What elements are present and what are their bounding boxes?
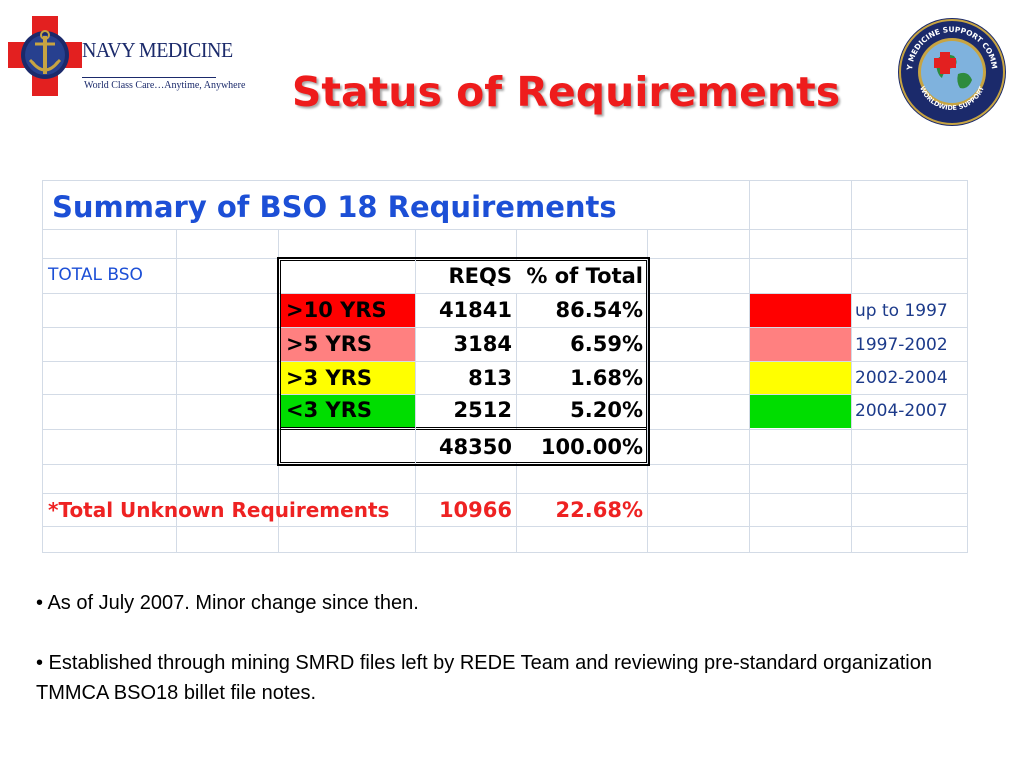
row-label: <3 YRS [286,398,373,422]
unknown-pct: 22.68% [555,498,643,522]
grid-line [749,180,750,553]
logo-name: NAVY MEDICINE [82,38,233,62]
grid-line [415,260,416,463]
legend-label: up to 1997 [855,301,948,321]
sheet-title-cell [44,181,749,229]
legend-swatch [750,362,851,394]
grid-line [42,229,968,230]
grid-line [42,293,968,294]
row-pct: 6.59% [570,332,643,356]
navy-medicine-logo: NAVY MEDICINE World Class Care…Anytime, … [8,16,245,96]
row-reqs: 41841 [438,298,512,322]
legend-label: 2004-2007 [855,401,948,421]
unknown-label: *Total Unknown Requirements [48,498,390,522]
page-title: Status of Requirements [291,68,841,116]
total-bso-label: TOTAL BSO [48,265,143,285]
grid-line [42,493,968,494]
logo-divider [82,77,216,78]
seal-icon: NAVY MEDICINE SUPPORT COMMAND WORLDWIDE … [893,9,1006,126]
row-color-fill [280,294,415,327]
row-color-fill [280,395,415,428]
column-header-reqs: REQS [448,264,513,288]
support-command-seal: NAVY MEDICINE SUPPORT COMMAND WORLDWIDE … [893,9,1008,128]
notes-section: • As of July 2007. Minor change since th… [36,588,976,708]
column-header-pct: % of Total [526,264,643,288]
note-item: • Established through mining SMRD files … [36,652,932,704]
row-label: >10 YRS [286,298,387,322]
row-pct: 86.54% [555,298,643,322]
grid-line [42,361,968,362]
legend-label: 1997-2002 [855,335,948,355]
grid-line [42,394,968,395]
legend-swatch [750,328,851,361]
sheet-frame [42,180,968,553]
grid-line [42,327,968,328]
row-reqs: 2512 [453,398,512,422]
grid-line [647,180,648,553]
grid-line [516,180,517,553]
total-row-bg [280,430,647,463]
row-color-fill [280,328,415,361]
row-color-fill [280,362,415,394]
grid-line [42,526,968,527]
logo-tagline: World Class Care…Anytime, Anywhere [84,80,246,91]
row-label: >5 YRS [286,332,373,356]
summary-table-border [277,257,650,466]
grid-line [176,180,177,553]
row-pct: 1.68% [570,366,643,390]
legend-swatch [750,294,851,327]
unknown-reqs: 10966 [438,498,512,522]
total-pct: 100.00% [540,435,643,459]
grid-line [851,180,852,553]
anchor-cross-emblem-icon [8,16,82,96]
sheet-title: Summary of BSO 18 Requirements [52,190,617,224]
legend-swatch [750,395,851,428]
total-reqs: 48350 [438,435,512,459]
bso-requirements-sheet: Summary of BSO 18 Requirements TOTAL BSO… [42,180,968,553]
total-separator [280,427,647,430]
note-item: • As of July 2007. Minor change since th… [36,592,419,614]
summary-table-inner-border [280,260,647,463]
row-label: >3 YRS [286,366,373,390]
row-reqs: 813 [468,366,512,390]
legend-label: 2002-2004 [855,368,948,388]
row-reqs: 3184 [453,332,512,356]
row-pct: 5.20% [570,398,643,422]
header-row-bg [280,260,647,293]
